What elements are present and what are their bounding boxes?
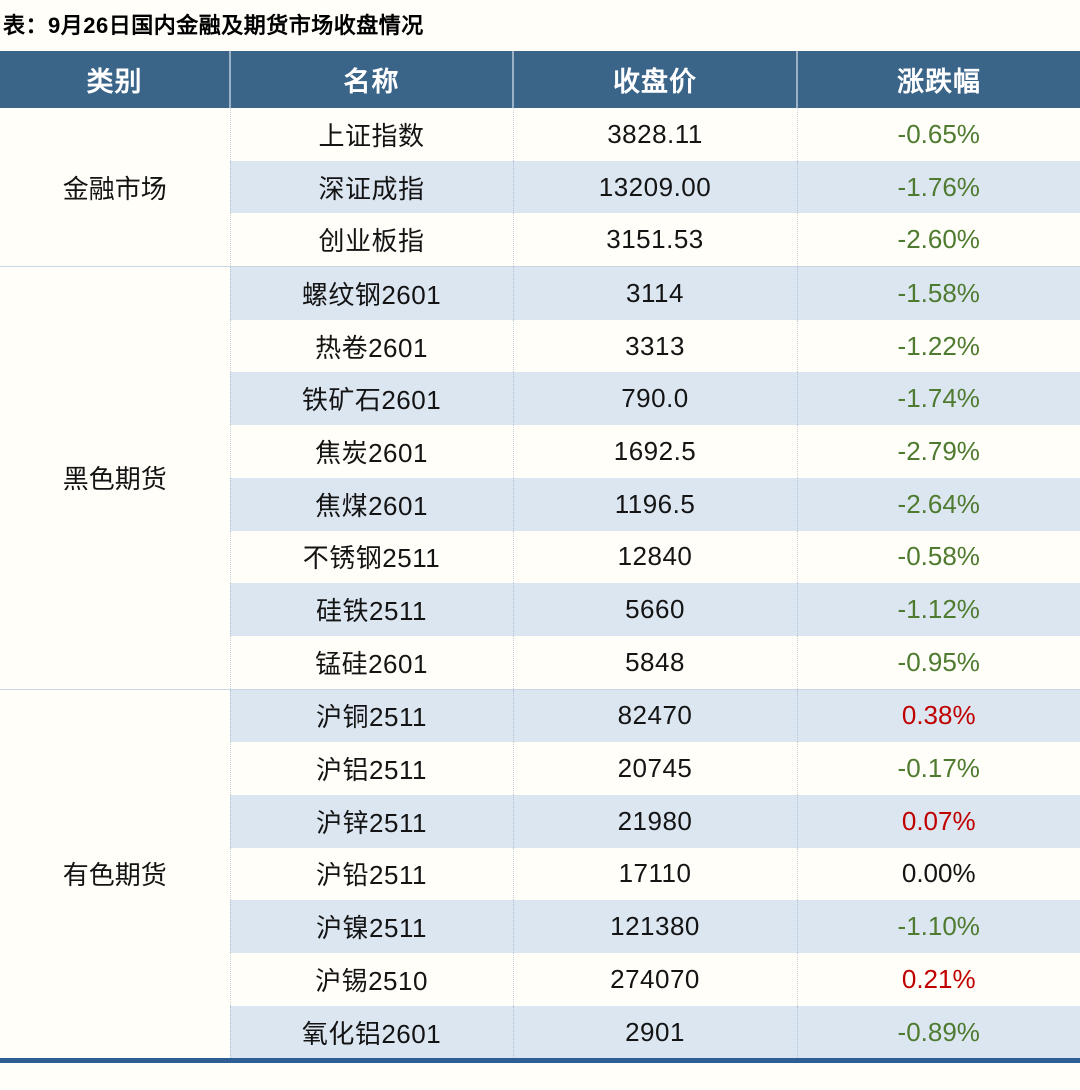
closing-price-cell: 5848: [512, 635, 797, 690]
change-percent-cell: -1.58%: [796, 266, 1080, 320]
instrument-name-cell: 沪铜2511: [229, 688, 513, 743]
change-percent-cell: -2.64%: [796, 477, 1080, 531]
instrument-name-cell: 铁矿石2601: [229, 372, 513, 426]
instrument-name-cell: 深证成指: [229, 160, 513, 214]
table-row: 沪锡2510 274070 0.21%: [0, 953, 1080, 1006]
change-percent-cell: -0.89%: [796, 1005, 1080, 1061]
change-percent-cell: -0.65%: [796, 108, 1080, 161]
change-percent-cell: -2.79%: [796, 425, 1080, 478]
closing-price-cell: 3114: [512, 266, 797, 320]
table-row: 焦炭2601 1692.5 -2.79%: [0, 425, 1080, 478]
closing-price-cell: 3313: [512, 319, 797, 373]
closing-price-cell: 2901: [512, 1005, 797, 1061]
change-percent-cell: 0.38%: [796, 688, 1080, 743]
closing-price-cell: 21980: [512, 794, 797, 848]
col-header-close: 收盘价: [512, 51, 797, 108]
closing-price-cell: 1196.5: [512, 477, 797, 531]
table-row: 焦煤2601 1196.5 -2.64%: [0, 477, 1080, 531]
instrument-name-cell: 氧化铝2601: [229, 1005, 513, 1061]
change-percent-cell: -1.12%: [796, 583, 1080, 636]
category-cell: 有色期货: [0, 688, 230, 1061]
change-percent-cell: -1.74%: [796, 372, 1080, 426]
table-row: 硅铁2511 5660 -1.12%: [0, 583, 1080, 636]
closing-price-cell: 1692.5: [512, 425, 797, 478]
table-row: 沪镍2511 121380 -1.10%: [0, 900, 1080, 953]
change-percent-cell: -0.95%: [796, 635, 1080, 690]
instrument-name-cell: 上证指数: [229, 108, 513, 161]
change-percent-cell: -1.76%: [796, 160, 1080, 214]
closing-price-cell: 13209.00: [512, 160, 797, 214]
instrument-name-cell: 焦炭2601: [229, 425, 513, 478]
closing-price-cell: 3828.11: [512, 108, 797, 161]
change-percent-cell: -0.17%: [796, 742, 1080, 795]
col-header-name: 名称: [229, 51, 513, 108]
closing-price-cell: 5660: [512, 583, 797, 636]
closing-price-cell: 82470: [512, 688, 797, 743]
instrument-name-cell: 沪锡2510: [229, 953, 513, 1006]
closing-price-cell: 121380: [512, 900, 797, 953]
col-header-change: 涨跌幅: [796, 51, 1080, 108]
closing-price-cell: 274070: [512, 953, 797, 1006]
market-table: 类别 名称 收盘价 涨跌幅 金融市场 上证指数 3828.11 -0.65% 深证成指 1…: [0, 51, 1080, 1064]
closing-price-cell: 20745: [512, 742, 797, 795]
instrument-name-cell: 沪镍2511: [229, 900, 513, 953]
table-row: 热卷2601 3313 -1.22%: [0, 319, 1080, 373]
change-percent-cell: 0.07%: [796, 794, 1080, 848]
table-row: 金融市场 上证指数 3828.11 -0.65%: [0, 108, 1080, 267]
table-row: 锰硅2601 5848 -0.95%: [0, 635, 1080, 690]
table-row: 黑色期货 螺纹钢2601 3114 -1.58%: [0, 266, 1080, 690]
change-percent-cell: 0.00%: [796, 847, 1080, 901]
instrument-name-cell: 沪锌2511: [229, 794, 513, 848]
table-row: 沪铅2511 17110 0.00%: [0, 847, 1080, 901]
instrument-name-cell: 热卷2601: [229, 319, 513, 373]
closing-price-cell: 3151.53: [512, 213, 797, 267]
instrument-name-cell: 不锈钢2511: [229, 530, 513, 584]
col-header-category: 类别: [0, 51, 230, 108]
instrument-name-cell: 锰硅2601: [229, 635, 513, 690]
category-cell: 黑色期货: [0, 266, 230, 690]
table-row: 深证成指 13209.00 -1.76%: [0, 160, 1080, 214]
table-row: 沪铝2511 20745 -0.17%: [0, 742, 1080, 795]
instrument-name-cell: 沪铝2511: [229, 742, 513, 795]
closing-price-cell: 17110: [512, 847, 797, 901]
change-percent-cell: -0.58%: [796, 530, 1080, 584]
change-percent-cell: -2.60%: [796, 213, 1080, 267]
instrument-name-cell: 沪铅2511: [229, 847, 513, 901]
category-cell: 金融市场: [0, 108, 230, 267]
closing-price-cell: 790.0: [512, 372, 797, 426]
change-percent-cell: 0.21%: [796, 953, 1080, 1006]
table-row: 不锈钢2511 12840 -0.58%: [0, 530, 1080, 584]
table-row: 创业板指 3151.53 -2.60%: [0, 213, 1080, 267]
table-row: 有色期货 沪铜2511 82470 0.38%: [0, 688, 1080, 1061]
instrument-name-cell: 创业板指: [229, 213, 513, 267]
change-percent-cell: -1.22%: [796, 319, 1080, 373]
header-row: 类别 名称 收盘价 涨跌幅: [0, 51, 1080, 108]
table-row: 铁矿石2601 790.0 -1.74%: [0, 372, 1080, 426]
instrument-name-cell: 焦煤2601: [229, 477, 513, 531]
instrument-name-cell: 螺纹钢2601: [229, 266, 513, 320]
table-row: 沪锌2511 21980 0.07%: [0, 794, 1080, 848]
table-row: 氧化铝2601 2901 -0.89%: [0, 1005, 1080, 1061]
change-percent-cell: -1.10%: [796, 900, 1080, 953]
table-title: 表：9月26日国内金融及期货市场收盘情况: [3, 13, 424, 38]
closing-price-cell: 12840: [512, 530, 797, 584]
instrument-name-cell: 硅铁2511: [229, 583, 513, 636]
